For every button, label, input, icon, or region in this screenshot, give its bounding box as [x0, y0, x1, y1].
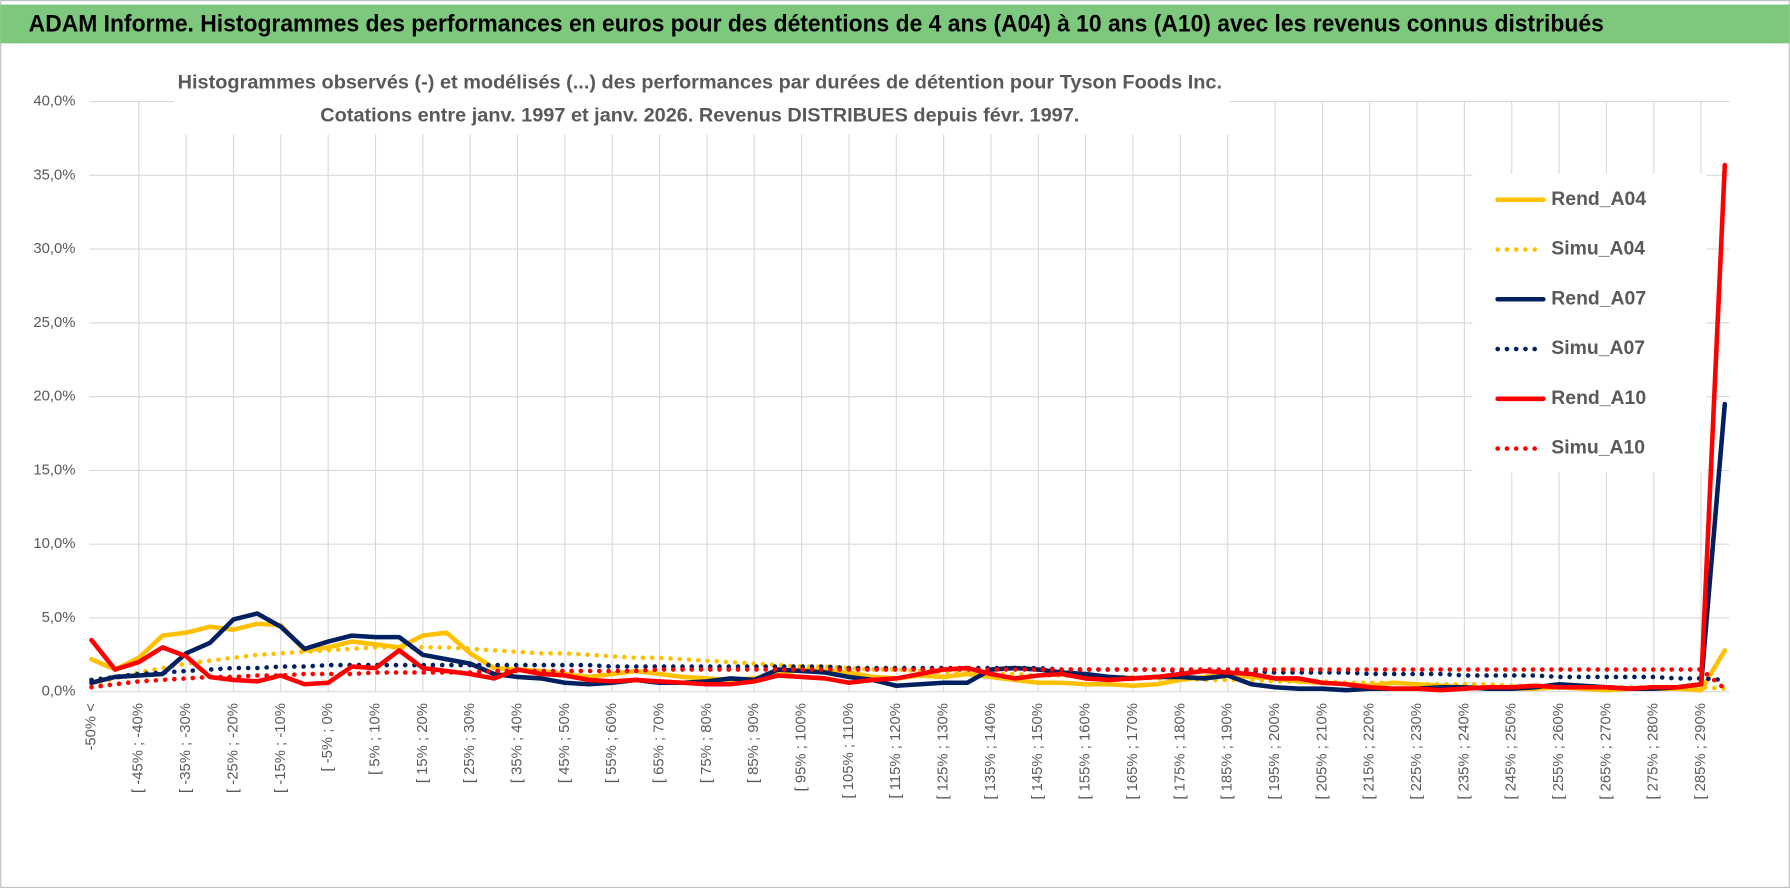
- plot-area: 0,0% 5,0% 10,0% 15,0% 20,0% 25,0% 30,0% 35,0% 40…: [33, 94, 1730, 800]
- x-tick-label: [ 65% ; 70%: [651, 703, 667, 783]
- x-tick-label: [ 265% ; 270%: [1598, 703, 1614, 799]
- x-tick-label: [ 255% ; 260%: [1551, 703, 1567, 799]
- y-tick-label: 0,0%: [42, 684, 76, 700]
- legend-background: [1472, 173, 1707, 473]
- x-tick-label: [ -15% ; -10%: [273, 703, 289, 793]
- y-tick-label: 5,0%: [42, 610, 76, 626]
- x-tick-label: [ 115% ; 120%: [888, 703, 904, 798]
- series-line: [89, 645, 1728, 691]
- legend-label: Rend_A04: [1551, 188, 1646, 210]
- x-tick-label: [ 85% ; 90%: [746, 703, 762, 783]
- x-tick-label: [ -5% ; 0%: [320, 703, 336, 771]
- x-tick-label: [ 165% ; 170%: [1125, 703, 1141, 799]
- y-tick-label: 15,0%: [33, 462, 75, 478]
- x-tick-label: [ 75% ; 80%: [699, 703, 715, 783]
- title-background: [173, 68, 1230, 135]
- y-tick-label: 30,0%: [33, 241, 75, 257]
- x-tick-label: [ 125% ; 130%: [936, 703, 952, 799]
- x-tick-label: [ 155% ; 160%: [1078, 703, 1094, 799]
- y-tick-label: 40,0%: [33, 94, 75, 110]
- x-tick-label: [ 35% ; 40%: [509, 703, 525, 783]
- x-tick-label: [ 225% ; 230%: [1409, 703, 1425, 799]
- x-tick-label: [ 245% ; 250%: [1504, 703, 1520, 799]
- x-tick-label: [ 285% ; 290%: [1693, 703, 1709, 799]
- x-tick-label: [ 5% ; 10%: [367, 703, 383, 775]
- x-tick-label: [ -25% ; -20%: [225, 703, 241, 793]
- y-tick-label: 20,0%: [33, 389, 75, 405]
- x-tick-label: [ 25% ; 30%: [462, 703, 478, 783]
- x-tick-label: [ 235% ; 240%: [1456, 703, 1472, 799]
- legend-label: Simu_A07: [1551, 337, 1645, 359]
- series-line: [89, 162, 1728, 693]
- legend-label: Simu_A04: [1551, 238, 1645, 260]
- x-tick-label: [ 175% ; 180%: [1172, 703, 1188, 799]
- header-title: ADAM Informe. Histogrammes des performan…: [29, 10, 1604, 37]
- chart-title: Histogrammes observés (-) et modélisés (…: [178, 71, 1222, 93]
- x-tick-label: [ -45% ; -40%: [131, 703, 147, 793]
- x-tick-label: [ 275% ; 280%: [1646, 703, 1662, 799]
- x-tick-label: [ 145% ; 150%: [1030, 703, 1046, 799]
- x-tick-label: [ 195% ; 200%: [1267, 703, 1283, 799]
- x-tick-label: [ 45% ; 50%: [557, 703, 573, 783]
- y-tick-label: 10,0%: [33, 536, 75, 552]
- x-tick-label: [ 205% ; 210%: [1314, 703, 1330, 799]
- x-tick-label: [ 15% ; 20%: [415, 703, 431, 783]
- x-tick-label: [ 95% ; 100%: [794, 703, 810, 791]
- legend-label: Rend_A10: [1551, 387, 1646, 409]
- x-tick-label: [ 55% ; 60%: [604, 703, 620, 783]
- legend-label: Simu_A10: [1551, 437, 1645, 459]
- x-tick-label: [ 185% ; 190%: [1220, 703, 1236, 799]
- x-tick-label: [ 135% ; 140%: [983, 703, 999, 799]
- y-tick-label: 25,0%: [33, 315, 75, 331]
- legend-label: Rend_A07: [1551, 287, 1646, 309]
- x-tick-label: [ -35% ; -30%: [178, 703, 194, 793]
- header-bar: [0, 4, 1790, 44]
- x-tick-label: -50% <: [83, 703, 99, 750]
- y-tick-label: 35,0%: [33, 167, 75, 183]
- chart-title: Cotations entre janv. 1997 et janv. 2026…: [320, 105, 1079, 127]
- x-tick-label: [ 215% ; 220%: [1362, 703, 1378, 799]
- x-tick-label: [ 105% ; 110%: [841, 703, 857, 798]
